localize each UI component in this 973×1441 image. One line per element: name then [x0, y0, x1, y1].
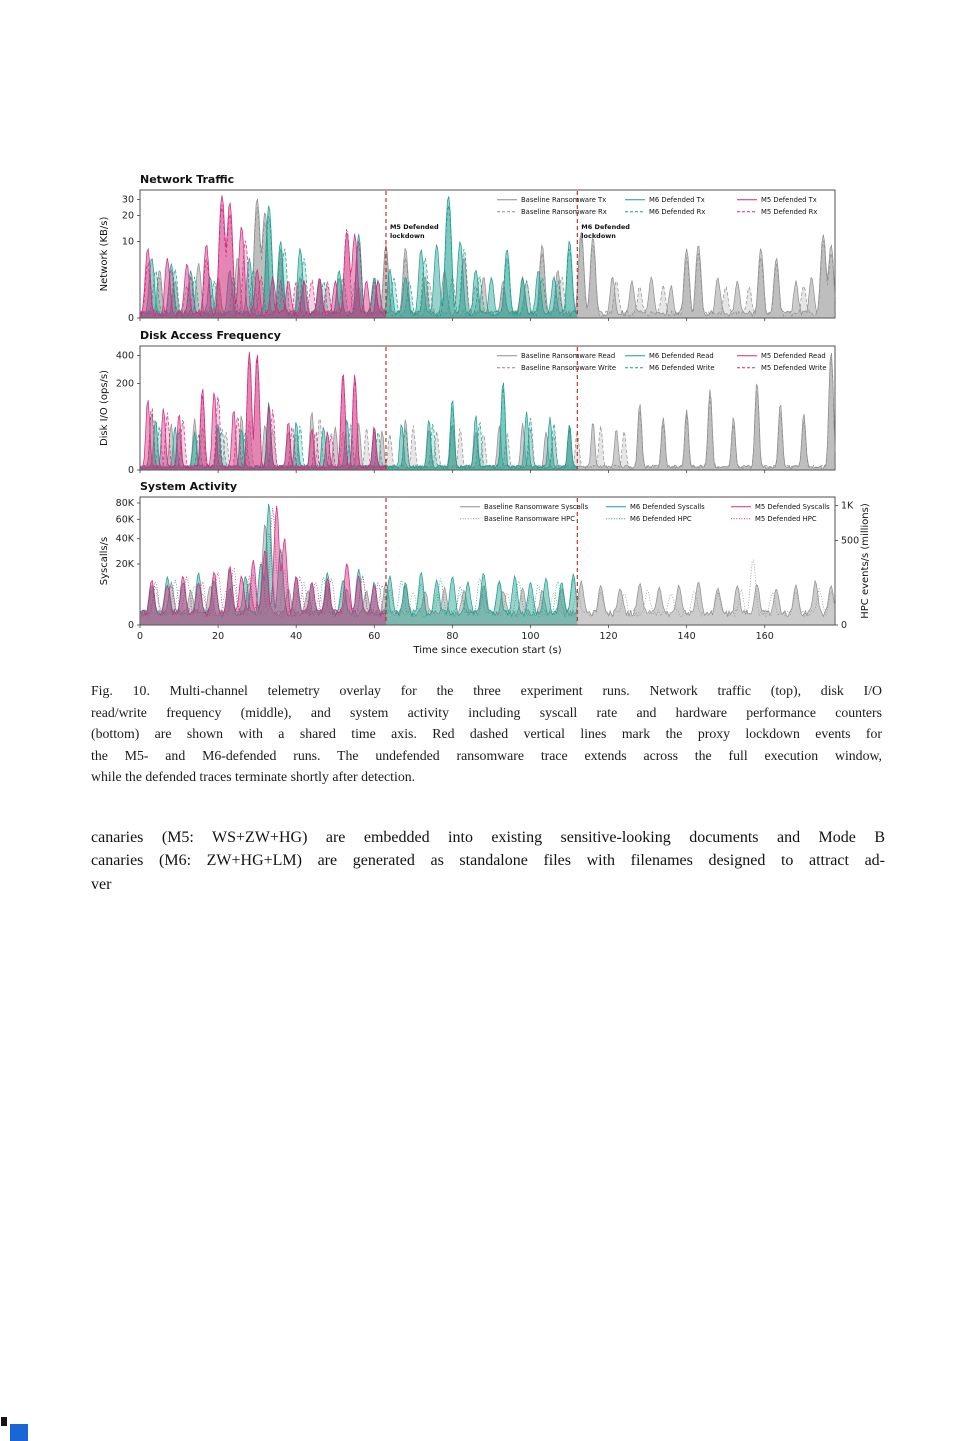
series-area-m5-defended-syscalls	[140, 505, 386, 625]
y-tick-label: 400	[116, 350, 134, 361]
legend-label-m6-defended-rx: M6 Defended Rx	[649, 208, 705, 216]
legend-label-baseline-ransomware-tx: Baseline Ransomware Tx	[521, 196, 606, 204]
page-artifact-blue	[10, 1424, 28, 1441]
figure-caption: Fig. 10. Multi-channel telemetry overlay…	[91, 680, 882, 788]
legend-label-m5-defended-hpc: M5 Defended HPC	[755, 515, 817, 523]
legend-label-baseline-ransomware-write: Baseline Ransomware Write	[521, 364, 616, 372]
series-area-m6-defended-tx	[140, 196, 578, 318]
body-line: canaries (M5: WS+ZW+HG) are embedded int…	[91, 829, 885, 846]
legend-label-baseline-ransomware-syscalls: Baseline Ransomware Syscalls	[484, 503, 589, 511]
body-paragraph: canaries (M5: WS+ZW+HG) are embedded int…	[91, 826, 885, 896]
series-area-m6-defended-rx	[140, 205, 578, 318]
series-line-baseline-ransomware-rx	[139, 206, 836, 318]
page-artifact-black	[1, 1417, 7, 1426]
series-area-m6-defended-write	[140, 388, 578, 470]
y-tick-label-right: 500	[841, 536, 859, 547]
y-tick-label: 10	[122, 236, 134, 247]
x-tick-label: 100	[521, 631, 539, 642]
series-line-m5-defended-read	[139, 351, 387, 470]
chart-title: System Activity	[140, 480, 237, 493]
lockdown-label: M6 Defended	[581, 223, 630, 231]
series-area-m6-defended-syscalls	[140, 503, 578, 625]
lockdown-label: M5 Defended	[390, 223, 439, 231]
series-area-m5-defended-tx	[140, 195, 386, 318]
y-tick-label: 0	[128, 465, 134, 476]
y-tick-label: 40K	[116, 534, 135, 545]
legend-label-baseline-ransomware-read: Baseline Ransomware Read	[521, 352, 615, 360]
series-line-baseline-ransomware-hpc	[139, 558, 836, 619]
x-tick-label: 0	[137, 631, 143, 642]
plot-border	[139, 189, 836, 319]
series-area-baseline-ransomware-syscalls	[140, 525, 835, 625]
x-tick-label: 20	[212, 631, 224, 642]
telemetry-figure: Network Traffic Network (KB/s) 0 10 20 30 M5 D…	[99, 173, 871, 656]
chart-title: Disk Access Frequency	[140, 329, 281, 342]
x-axis-label: Time since execution start (s)	[412, 645, 561, 656]
series-line-m5-defended-hpc	[139, 508, 387, 617]
x-tick-label: 120	[599, 631, 617, 642]
legend-label-m5-defended-read: M5 Defended Read	[761, 352, 826, 360]
legend-label-m5-defended-tx: M5 Defended Tx	[761, 196, 817, 204]
series-line-baseline-ransomware-write	[139, 358, 836, 470]
series-line-m6-defended-hpc	[139, 532, 578, 619]
y-tick-label: 30	[122, 195, 134, 206]
plot-border	[139, 496, 836, 626]
series-area-m5-defended-read	[140, 351, 386, 470]
legend-label-m5-defended-rx: M5 Defended Rx	[761, 208, 817, 216]
y-tick-label: 20K	[116, 559, 135, 570]
lockdown-label: lockdown	[581, 232, 616, 240]
legend-label-m6-defended-hpc: M6 Defended HPC	[630, 515, 692, 523]
legend-label-baseline-ransomware-hpc: Baseline Ransomware HPC	[484, 515, 575, 523]
series-line-m5-defended-write	[139, 355, 387, 470]
series-line-baseline-ransomware-syscalls	[139, 524, 836, 618]
caption-line: (bottom) are shown with a shared time ax…	[91, 726, 882, 742]
x-tick-label: 160	[756, 631, 774, 642]
legend-label-m6-defended-syscalls: M6 Defended Syscalls	[630, 503, 705, 511]
y-tick-label: 60K	[116, 514, 135, 525]
legend-label-m6-defended-write: M6 Defended Write	[649, 364, 715, 372]
legend-label-m6-defended-tx: M6 Defended Tx	[649, 196, 705, 204]
caption-line: Fig. 10. Multi-channel telemetry overlay…	[91, 683, 882, 698]
body-line: canaries (M6: ZW+HG+LM) are generated as…	[91, 852, 885, 870]
body-line: ver	[91, 875, 112, 893]
y-axis-label: Network (KB/s)	[99, 217, 110, 292]
caption-line: the M5- and M6-defended runs. The undefe…	[91, 747, 882, 763]
legend-label-m5-defended-syscalls: M5 Defended Syscalls	[755, 503, 830, 511]
series-line-m6-defended-rx	[139, 205, 578, 317]
series-area-m5-defended-rx	[140, 204, 386, 318]
y-axis-label: Syscalls/s	[99, 537, 110, 585]
y-tick-label: 0	[128, 620, 134, 631]
y-tick-label-right: 0	[841, 620, 847, 631]
plot-border	[139, 345, 836, 471]
caption-line: while the defended traces terminate shor…	[91, 769, 416, 785]
y-tick-label-right: 1K	[841, 501, 854, 512]
x-tick-label: 60	[368, 631, 380, 642]
lockdown-label: lockdown	[390, 232, 425, 240]
series-line-m6-defended-syscalls	[139, 503, 578, 618]
y-axis-label-right: HPC events/s (millions)	[860, 503, 871, 619]
chart-title: Network Traffic	[140, 173, 234, 186]
y-tick-label: 0	[128, 313, 134, 324]
x-tick-label: 80	[446, 631, 458, 642]
y-axis-label: Disk I/O (ops/s)	[99, 370, 110, 446]
series-line-m5-defended-rx	[139, 204, 387, 318]
y-tick-label: 200	[116, 378, 134, 389]
y-tick-label: 20	[122, 211, 134, 222]
x-tick-label: 40	[290, 631, 302, 642]
x-tick-label: 140	[678, 631, 696, 642]
legend-label-m6-defended-read: M6 Defended Read	[649, 352, 714, 360]
y-tick-label: 80K	[116, 498, 135, 509]
legend-label-m5-defended-write: M5 Defended Write	[761, 364, 827, 372]
series-line-baseline-ransomware-tx	[139, 198, 836, 318]
series-line-m6-defended-write	[139, 388, 578, 470]
caption-line: read/write frequency (middle), and syste…	[91, 704, 882, 720]
legend-label-baseline-ransomware-rx: Baseline Ransomware Rx	[521, 208, 607, 216]
series-area-m5-defended-write	[140, 355, 386, 470]
series-line-m6-defended-tx	[139, 196, 578, 318]
